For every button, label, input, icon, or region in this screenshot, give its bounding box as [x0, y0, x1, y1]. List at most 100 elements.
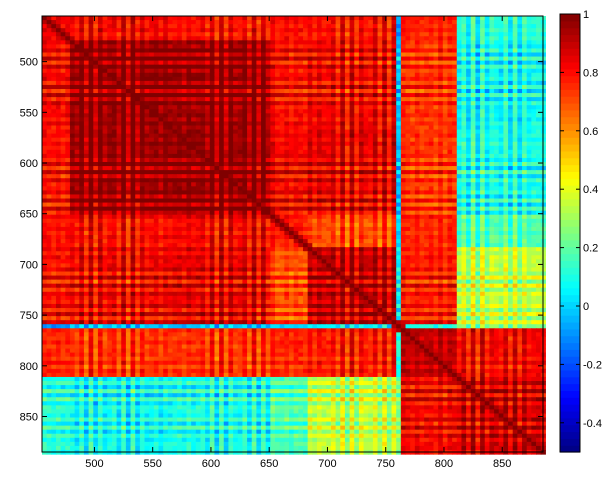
heatmap-cell	[233, 80, 239, 86]
heatmap-cell	[428, 80, 435, 86]
heatmap-cell	[214, 72, 220, 78]
heatmap-cell	[456, 36, 463, 41]
heatmap-cell	[158, 16, 164, 21]
heatmap-cell	[494, 194, 500, 200]
heatmap-cell	[316, 56, 323, 62]
heatmap-cell	[167, 178, 174, 183]
heatmap-cell	[205, 141, 211, 147]
heatmap-cell	[125, 186, 132, 191]
heatmap-cell	[116, 117, 122, 123]
heatmap-cell	[97, 72, 104, 78]
heatmap-cell	[344, 36, 351, 41]
heatmap-cell	[275, 93, 281, 98]
heatmap-cell	[335, 174, 341, 179]
heatmap-cell	[284, 97, 290, 102]
heatmap-cell	[438, 109, 444, 114]
heatmap-cell	[251, 40, 257, 45]
heatmap-cell	[233, 170, 239, 175]
heatmap-cell	[270, 149, 276, 155]
heatmap-cell	[251, 89, 257, 94]
heatmap-cell	[83, 28, 90, 33]
heatmap-cell	[335, 182, 341, 187]
heatmap-cell	[261, 141, 267, 147]
heatmap-cell	[414, 105, 421, 110]
heatmap-cell	[284, 56, 290, 62]
heatmap-cell	[102, 121, 108, 127]
heatmap-cell	[205, 72, 211, 78]
heatmap-cell	[60, 194, 66, 200]
heatmap-cell	[335, 48, 341, 54]
heatmap-cell	[414, 113, 421, 118]
heatmap-cell	[200, 93, 206, 98]
heatmap-cell	[191, 84, 197, 90]
heatmap-cell	[321, 170, 327, 175]
heatmap-cell	[251, 80, 257, 86]
heatmap-cell	[293, 40, 299, 45]
heatmap-cell	[368, 153, 374, 159]
heatmap-cell	[321, 28, 327, 33]
heatmap-cell	[55, 202, 62, 208]
heatmap-cell	[414, 36, 421, 41]
heatmap-cell	[340, 190, 346, 196]
heatmap-cell	[536, 133, 542, 139]
heatmap-cell	[316, 16, 323, 21]
heatmap-cell	[405, 174, 411, 179]
heatmap-cell	[139, 129, 146, 135]
heatmap-cell	[107, 24, 113, 29]
heatmap-cell	[139, 166, 146, 171]
heatmap-cell	[433, 44, 439, 50]
heatmap-cell	[461, 149, 467, 155]
heatmap-cell	[396, 137, 402, 143]
heatmap-cell	[181, 72, 188, 78]
heatmap-cell	[74, 157, 80, 163]
heatmap-cell	[372, 178, 379, 183]
heatmap-cell	[414, 97, 421, 102]
heatmap-cell	[195, 174, 202, 179]
heatmap-cell	[88, 133, 94, 139]
heatmap-cell	[447, 149, 453, 155]
heatmap-cell	[144, 137, 150, 143]
heatmap-cell	[79, 105, 85, 110]
heatmap-cell	[354, 178, 360, 183]
heatmap-cell	[428, 153, 435, 159]
heatmap-cell	[377, 198, 383, 204]
heatmap-cell	[312, 60, 318, 66]
heatmap-cell	[484, 16, 490, 21]
heatmap-cell	[186, 60, 192, 66]
heatmap-cell	[79, 198, 85, 204]
heatmap-cell	[330, 24, 337, 29]
heatmap-cell	[139, 97, 146, 102]
heatmap-cell	[405, 109, 411, 114]
heatmap-cell	[293, 16, 299, 21]
heatmap-cell	[354, 72, 360, 78]
heatmap-cell	[452, 40, 458, 45]
heatmap-cell	[200, 170, 206, 175]
heatmap-cell	[186, 182, 192, 187]
heatmap-cell	[139, 48, 146, 54]
heatmap-cell	[447, 84, 453, 90]
heatmap-cell	[391, 109, 397, 114]
heatmap-cell	[414, 186, 421, 191]
heatmap-cell	[368, 60, 374, 66]
heatmap-cell	[461, 198, 467, 204]
heatmap-cell	[302, 89, 309, 94]
heatmap-cell	[461, 72, 467, 78]
heatmap-cell	[298, 145, 304, 151]
heatmap-cell	[414, 133, 421, 139]
heatmap-cell	[93, 40, 99, 45]
heatmap-cell	[135, 48, 141, 54]
heatmap-cell	[419, 109, 425, 114]
heatmap-cell	[121, 105, 127, 110]
heatmap-cell	[368, 97, 374, 102]
heatmap-cell	[191, 162, 197, 167]
heatmap-cell	[186, 105, 192, 110]
heatmap-cell	[261, 166, 267, 171]
heatmap-cell	[200, 133, 206, 139]
heatmap-cell	[195, 36, 202, 41]
heatmap-cell	[93, 60, 99, 66]
heatmap-cell	[93, 36, 99, 41]
heatmap-cell	[461, 182, 467, 187]
heatmap-cell	[442, 105, 449, 110]
heatmap-cell	[377, 109, 383, 114]
heatmap-cell	[452, 170, 458, 175]
